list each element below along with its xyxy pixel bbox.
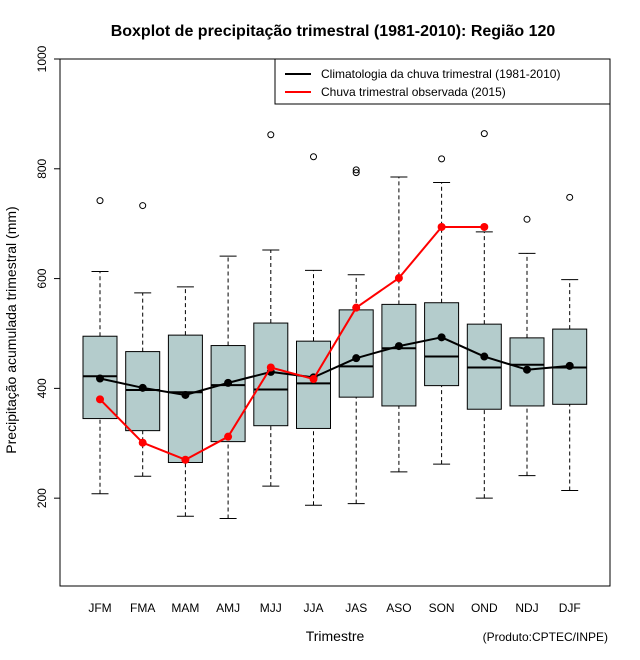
observed-segment-6 (355, 277, 400, 309)
observed-point-amj (224, 432, 233, 441)
box-djf (552, 193, 588, 491)
box-rect-amj (210, 345, 246, 443)
x-tick-label-jfm: JFM (88, 601, 111, 615)
climatology-segment-9 (484, 355, 528, 371)
climatology-segment-0 (99, 377, 143, 389)
climatology-point-jas (352, 354, 361, 363)
credit-text: (Produto:CPTEC/INPE) (483, 630, 608, 644)
legend-label-0: Climatologia da chuva trimestral (1981-2… (321, 67, 560, 81)
climatology-segment-3 (227, 370, 272, 384)
legend-box (274, 58, 611, 105)
observed-segment-0 (99, 398, 144, 444)
y-tick-label-1000: 1000 (35, 45, 49, 72)
y-axis-label: Precipitação acumulada trimestral (mm) (3, 206, 19, 453)
climatology-point-djf (565, 361, 574, 370)
legend: Climatologia da chuva trimestral (1981-2… (274, 58, 611, 105)
x-axis-label: Trimestre (306, 628, 365, 644)
box-rect-son (424, 302, 460, 387)
observed-point-jfm (96, 395, 104, 404)
climatology-point-mam (181, 390, 190, 399)
legend-label-1: Chuva trimestral observada (2015) (321, 85, 506, 99)
climatology-point-amj (224, 378, 233, 387)
climatology-segment-6 (355, 345, 400, 360)
observed-segment-4 (270, 366, 314, 381)
box-rect-jas (338, 309, 374, 398)
observed-point-mam (181, 455, 190, 464)
box-mjj (253, 131, 289, 487)
y-tick-label-200: 200 (35, 488, 49, 508)
series-lines (96, 222, 574, 464)
outlier-fma-0 (139, 202, 147, 210)
climatology-segment-7 (398, 336, 442, 348)
box-fma (125, 202, 161, 477)
observed-segment-2 (184, 435, 229, 461)
box-rect-aso (381, 303, 417, 407)
outlier-djf-0 (566, 193, 574, 201)
x-tick-label-jas: JAS (345, 601, 367, 615)
climatology-point-aso (394, 342, 403, 351)
y-tick-label-600: 600 (35, 268, 49, 288)
x-tick-label-ond: OND (471, 601, 498, 615)
observed-point-mjj (266, 363, 275, 372)
observed-series (96, 222, 489, 464)
climatology-point-fma (138, 383, 147, 392)
observed-segment-7 (398, 226, 443, 279)
climatology-point-ond (480, 352, 489, 361)
x-axis: JFM FMA MAM AMJ MJJ JJA JAS ASO SON OND NDJ DJF (88, 601, 580, 615)
box-jas (338, 166, 374, 505)
chart-title: Boxplot de precipitação trimestral (1981… (111, 23, 556, 40)
box-ndj (509, 215, 545, 477)
x-tick-label-djf: DJF (559, 601, 581, 615)
box-jfm (82, 197, 118, 495)
observed-segment-3 (227, 366, 272, 438)
outlier-ndj-0 (523, 215, 531, 223)
outlier-son-0 (438, 155, 446, 163)
x-tick-label-son: SON (429, 601, 455, 615)
observed-point-aso (394, 274, 403, 283)
outlier-jfm-0 (96, 197, 104, 205)
box-aso (381, 176, 417, 473)
outlier-mjj-0 (267, 131, 275, 139)
observed-point-ond (480, 222, 489, 231)
box-rect-jja (296, 340, 331, 429)
y-tick-label-800: 800 (35, 158, 49, 178)
outlier-jas-1 (352, 166, 360, 174)
climatology-segment-1 (142, 386, 186, 396)
box-jja (296, 153, 331, 506)
y-axis: 200 400 600 800 1000 (35, 45, 60, 508)
observed-point-jas (352, 303, 361, 312)
climatology-point-son (437, 333, 446, 342)
x-tick-label-fma: FMA (130, 601, 155, 615)
climatology-segment-2 (185, 381, 229, 396)
observed-segment-5 (312, 307, 358, 380)
x-tick-label-ndj: NDJ (515, 601, 538, 615)
x-tick-label-mjj: MJJ (260, 601, 282, 615)
box-group (82, 130, 588, 519)
outlier-ond-0 (480, 130, 488, 138)
observed-point-fma (138, 438, 147, 447)
x-tick-label-aso: ASO (386, 601, 411, 615)
y-tick-label-400: 400 (35, 378, 49, 398)
observed-segment-1 (142, 441, 186, 461)
x-tick-label-jja: JJA (303, 601, 323, 615)
climatology-segment-10 (526, 364, 570, 371)
box-son (424, 155, 460, 465)
climatology-point-ndj (523, 365, 531, 374)
box-mam (167, 286, 203, 517)
x-tick-label-mam: MAM (171, 601, 199, 615)
climatology-segment-5 (313, 357, 357, 379)
climatology-segment-8 (441, 336, 485, 358)
observed-point-son (437, 222, 446, 231)
climatology-series (96, 333, 574, 399)
box-ond (466, 130, 502, 499)
climatology-point-jfm (96, 374, 104, 383)
x-tick-label-amj: AMJ (216, 601, 240, 615)
outlier-jja-0 (310, 153, 317, 161)
outlier-jas-0 (352, 169, 360, 177)
observed-point-jja (309, 375, 318, 384)
